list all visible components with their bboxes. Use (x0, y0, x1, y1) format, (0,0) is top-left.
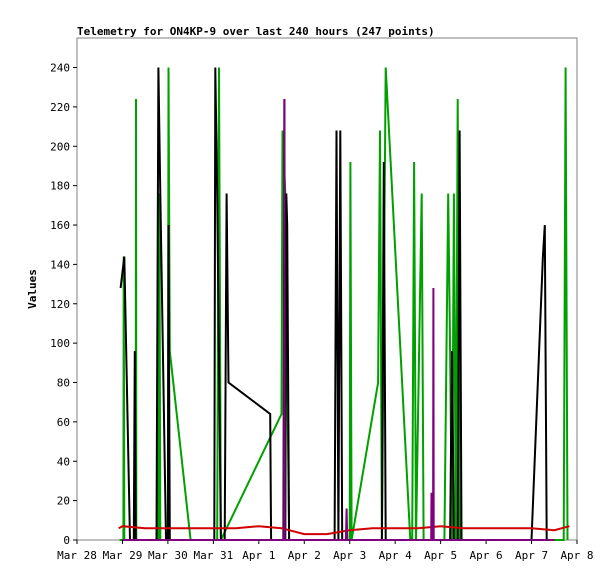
x-tick-label: Apr 4 (379, 549, 412, 562)
x-tick-label: Apr 8 (560, 549, 593, 562)
x-axis: Mar 28 Mar 29 Mar 30 Mar 31 Apr 1 Apr 2 Apr 3 A… (57, 540, 594, 562)
y-tick-label: 200 (50, 140, 70, 153)
y-axis-label: Values (26, 269, 39, 309)
y-tick-label: 180 (50, 180, 70, 193)
y-tick-label: 140 (50, 258, 70, 271)
x-tick-label: Mar 28 (57, 549, 97, 562)
x-tick-label: Apr 7 (515, 549, 548, 562)
series-line-4 (122, 98, 555, 541)
x-tick-label: Mar 31 (193, 549, 233, 562)
y-axis: 0 20 40 60 80 100 120 140 160 180 200 220 240 (50, 62, 77, 547)
series-layer (118, 67, 570, 541)
series-line-3 (118, 525, 570, 536)
x-tick-label: Apr 1 (242, 549, 275, 562)
x-tick-label: Mar 29 (103, 549, 143, 562)
y-tick-label: 100 (50, 337, 70, 350)
x-tick-label: Apr 5 (424, 549, 457, 562)
y-tick-label: 40 (57, 455, 70, 468)
x-tick-label: Apr 6 (470, 549, 503, 562)
y-tick-label: 120 (50, 298, 70, 311)
y-tick-label: 240 (50, 62, 70, 75)
y-tick-label: 220 (50, 101, 70, 114)
y-tick-label: 80 (57, 377, 70, 390)
x-tick-label: Mar 30 (148, 549, 188, 562)
x-tick-label: Apr 2 (288, 549, 321, 562)
y-tick-label: 20 (57, 495, 70, 508)
x-tick-label: Apr 3 (333, 549, 366, 562)
plot-frame (76, 37, 578, 541)
y-tick-label: 0 (63, 534, 70, 547)
y-tick-label: 160 (50, 219, 70, 232)
y-tick-label: 60 (57, 416, 70, 429)
chart-title: Telemetry for ON4KP-9 over last 240 hour… (77, 25, 435, 38)
